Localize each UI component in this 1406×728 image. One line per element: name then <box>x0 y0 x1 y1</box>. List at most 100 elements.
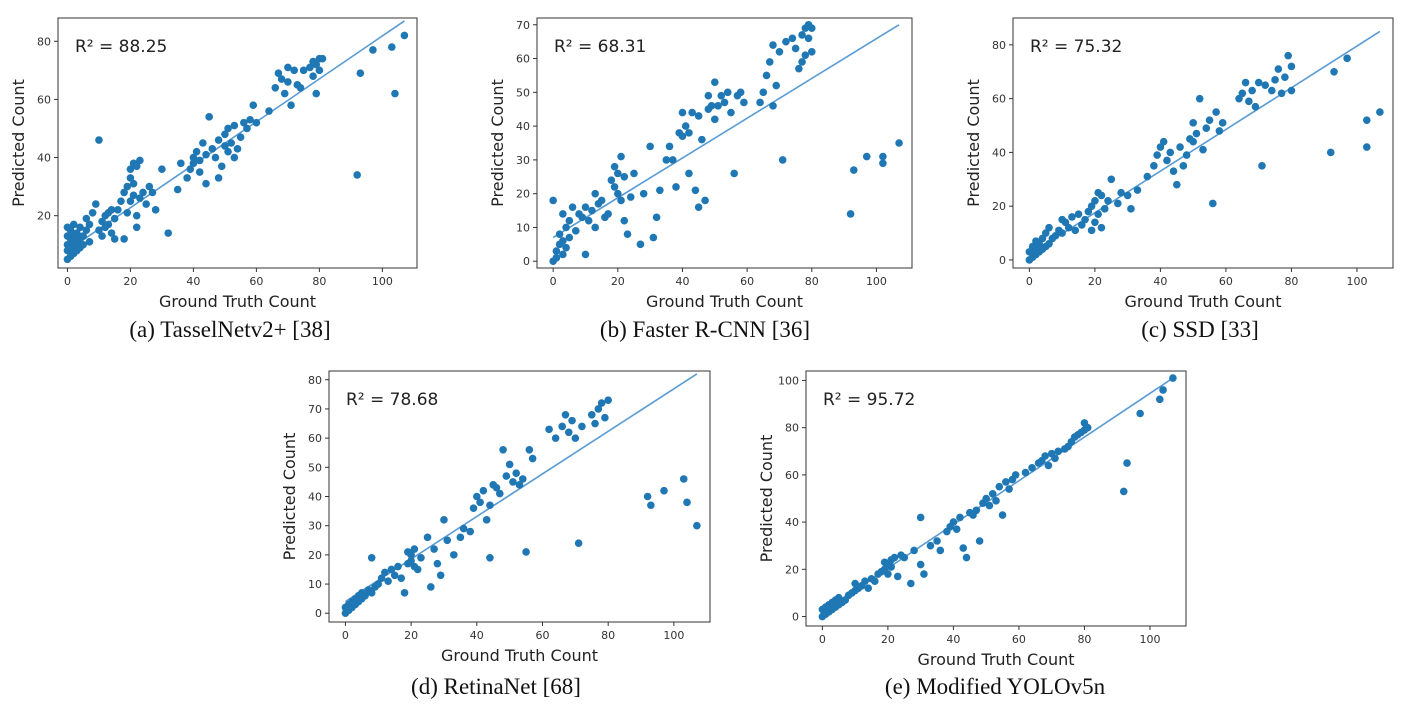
data-point <box>407 556 415 565</box>
data-point <box>1155 395 1164 404</box>
data-point <box>145 182 154 191</box>
data-point <box>1274 65 1283 73</box>
data-point <box>727 108 735 117</box>
y-axis-label: Predicted Count <box>964 79 983 207</box>
data-point <box>136 156 144 165</box>
data-point <box>1245 97 1253 106</box>
y-tick-label: 0 <box>792 611 799 624</box>
data-point <box>518 475 527 483</box>
data-point <box>1107 175 1116 184</box>
data-point <box>588 206 596 215</box>
plot-frame <box>805 370 1187 627</box>
data-point <box>561 410 570 419</box>
data-point <box>972 506 981 515</box>
data-point <box>1241 78 1250 87</box>
data-point <box>1287 62 1296 71</box>
data-point <box>660 486 668 495</box>
data-point <box>129 179 138 188</box>
data-point <box>1166 148 1175 157</box>
data-point <box>430 545 438 553</box>
y-axis-label: Predicted Count <box>488 79 507 207</box>
data-point <box>236 133 245 141</box>
data-point <box>1150 162 1158 170</box>
data-point <box>581 250 590 259</box>
data-point <box>1143 172 1152 181</box>
data-point <box>142 200 150 208</box>
data-point <box>374 580 383 588</box>
data-point <box>801 51 810 59</box>
data-point <box>110 235 119 243</box>
data-point <box>202 150 210 159</box>
data-point <box>545 425 553 434</box>
data-point <box>1202 124 1211 133</box>
data-point <box>694 203 703 211</box>
x-tick-label: 40 <box>186 275 200 288</box>
x-tick-label: 0 <box>342 629 349 642</box>
data-point <box>678 108 687 117</box>
chart-4: 0 20 40 60 80 100 0 10 20 30 40 50 60 70 80 R² = 78.68 G… <box>280 370 711 699</box>
data-point <box>772 81 781 90</box>
data-point <box>515 481 524 489</box>
data-point <box>1179 162 1188 170</box>
data-point <box>604 396 612 404</box>
y-tick-label: 40 <box>516 120 530 133</box>
data-point <box>591 189 599 198</box>
data-point <box>82 214 91 223</box>
y-tick-label: 50 <box>516 86 530 99</box>
data-point <box>1159 137 1168 146</box>
data-point <box>597 399 606 407</box>
data-point <box>1189 119 1197 127</box>
data-point <box>85 220 94 229</box>
data-point <box>82 226 91 235</box>
data-point <box>992 497 1000 505</box>
r2-annotation: R² = 78.68 <box>346 390 438 410</box>
data-point <box>1100 205 1109 213</box>
data-point <box>158 165 166 173</box>
data-point <box>214 136 223 144</box>
data-point <box>804 34 813 43</box>
data-point <box>417 553 425 562</box>
data-point <box>104 220 113 229</box>
data-point <box>933 537 941 545</box>
data-point <box>195 168 204 176</box>
data-point <box>522 548 530 556</box>
fit-line <box>821 377 1174 613</box>
x-tick-label: 60 <box>535 629 549 642</box>
y-tick-label: 10 <box>308 578 322 591</box>
subfigure-caption: (b) Faster R-CNN [36] <box>600 317 810 342</box>
data-point <box>740 98 748 107</box>
data-point <box>1251 102 1260 111</box>
data-point <box>353 171 361 179</box>
data-point <box>985 501 994 510</box>
data-point <box>367 589 376 597</box>
data-point <box>1028 464 1036 472</box>
data-point <box>884 570 892 578</box>
x-axis-label: Ground Truth Count <box>1124 292 1281 311</box>
x-tick-label: 80 <box>805 275 819 288</box>
data-point <box>66 226 75 235</box>
data-point <box>879 152 887 161</box>
data-point <box>594 405 603 413</box>
data-point <box>998 511 1007 519</box>
data-point <box>230 153 239 162</box>
data-point <box>277 75 286 83</box>
y-tick-label: 20 <box>37 210 51 223</box>
data-point <box>1071 226 1080 235</box>
data-point <box>397 574 406 583</box>
r2-annotation: R² = 95.72 <box>823 390 915 410</box>
data-point <box>623 230 632 239</box>
data-point <box>571 227 580 235</box>
data-point <box>95 226 103 235</box>
data-point <box>239 118 248 127</box>
data-point <box>581 203 590 211</box>
data-point <box>443 536 452 545</box>
y-tick-label: 50 <box>308 461 322 474</box>
data-point <box>284 63 292 72</box>
y-tick-label: 60 <box>308 432 322 445</box>
data-point <box>788 34 797 43</box>
data-point <box>466 527 475 536</box>
data-point <box>1326 148 1335 157</box>
data-point <box>552 254 561 262</box>
data-point <box>643 492 652 501</box>
data-point <box>1199 145 1207 154</box>
